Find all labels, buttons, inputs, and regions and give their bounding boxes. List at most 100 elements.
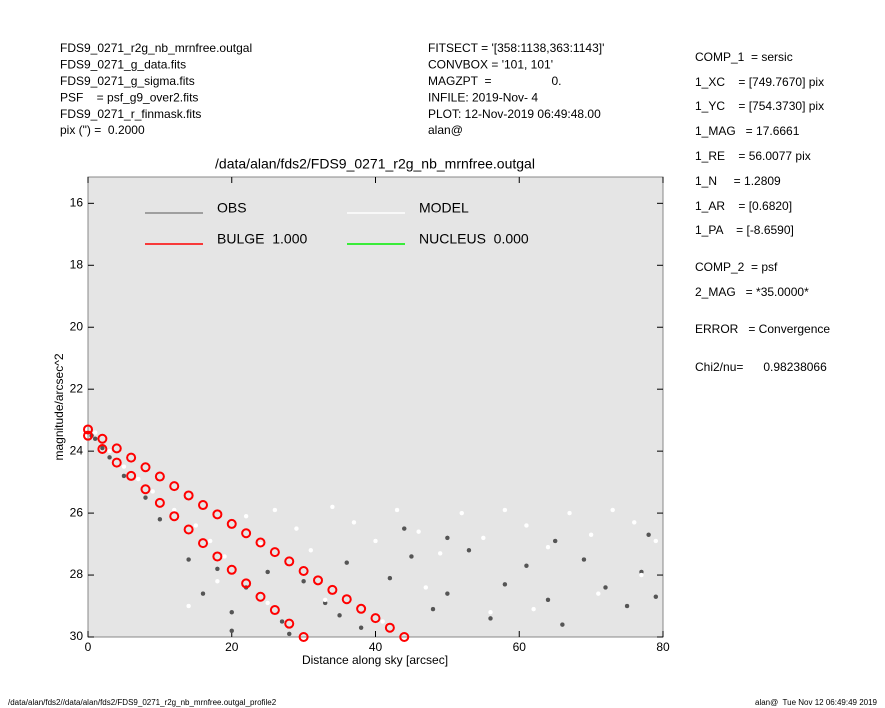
data-point <box>596 591 601 596</box>
data-point <box>488 609 493 615</box>
data-point <box>387 575 393 581</box>
data-point <box>186 603 191 609</box>
data-point <box>445 535 450 541</box>
data-point <box>193 523 199 528</box>
data-point <box>229 609 234 615</box>
data-point <box>552 538 558 544</box>
data-point <box>298 566 309 577</box>
data-point <box>255 537 266 548</box>
header-mid-line: PLOT: 12-Nov-2019 06:49:48.00 <box>428 107 601 121</box>
fit-parameter: COMP_2 = psf <box>695 260 778 274</box>
data-point <box>639 572 644 578</box>
data-point <box>322 597 328 603</box>
data-point <box>298 632 309 642</box>
data-point <box>107 455 112 460</box>
header-left-line: FDS9_0271_r_finmask.fits <box>60 107 201 121</box>
header-mid-line: CONVBOX = '101, 101' <box>428 58 553 72</box>
data-point <box>183 490 194 501</box>
data-point <box>337 613 342 618</box>
y-tick-label: 16 <box>70 196 84 210</box>
header-mid-line: FITSECT = '[358:1138,363:1143]' <box>428 41 604 55</box>
data-point <box>154 497 165 508</box>
data-point <box>111 457 122 468</box>
data-point <box>198 538 208 549</box>
data-point <box>394 507 400 513</box>
data-point <box>624 603 630 609</box>
data-point <box>279 619 285 624</box>
y-tick-label: 24 <box>70 443 84 457</box>
fit-parameter: 1_RE = 56.0077 pix <box>695 149 811 163</box>
fit-parameter: 2_MAG = *35.0000* <box>695 285 809 299</box>
data-point <box>97 433 108 444</box>
data-point <box>222 554 227 559</box>
data-point <box>632 520 637 525</box>
x-tick-label: 40 <box>369 640 383 654</box>
x-tick-label: 0 <box>85 640 92 654</box>
data-point <box>402 526 407 531</box>
data-point <box>215 566 220 572</box>
data-point <box>265 600 270 606</box>
data-point <box>653 594 659 599</box>
data-point <box>183 524 194 535</box>
legend-label: NUCLEUS 0.000 <box>419 231 529 247</box>
data-point <box>241 528 252 539</box>
data-point <box>207 538 213 544</box>
fit-parameter: 1_N = 1.2809 <box>695 174 781 188</box>
data-point <box>157 517 163 522</box>
footer-left: /data/alan/fds2//data/alan/fds2/FDS9_027… <box>8 698 277 707</box>
data-point <box>169 511 180 522</box>
data-point <box>121 464 127 469</box>
data-point <box>198 500 208 511</box>
data-point <box>272 507 278 513</box>
data-point <box>384 622 395 633</box>
legend-label: OBS <box>217 200 247 216</box>
data-point <box>437 551 443 556</box>
header-left-line: PSF = psf_g9_over2.fits <box>60 90 198 104</box>
data-point <box>308 548 314 553</box>
data-point <box>121 473 127 479</box>
data-point <box>560 622 565 627</box>
data-point <box>610 507 615 513</box>
data-point <box>466 548 472 553</box>
y-tick-label: 28 <box>70 567 84 581</box>
header-left-line: FDS9_0271_r2g_nb_mrnfree.outgal <box>60 41 252 55</box>
data-point <box>269 547 280 558</box>
x-tick-label: 60 <box>513 640 527 654</box>
data-point <box>200 591 206 596</box>
y-tick-label: 20 <box>70 319 84 333</box>
data-point <box>265 569 270 575</box>
fit-parameter: COMP_1 = sersic <box>695 50 793 64</box>
data-point <box>284 556 295 567</box>
y-tick-label: 22 <box>70 381 84 395</box>
chart-title: /data/alan/fds2/FDS9_0271_r2g_nb_mrnfree… <box>215 156 535 172</box>
fit-parameter: ERROR = Convergence <box>695 322 830 336</box>
data-point <box>524 563 529 569</box>
data-point <box>588 532 594 538</box>
fit-parameter: 1_YC = [754.3730] pix <box>695 99 824 113</box>
data-point <box>445 591 450 596</box>
data-point <box>140 462 151 473</box>
fit-parameter: 1_PA = [-8.6590] <box>695 223 794 237</box>
data-point <box>136 476 141 482</box>
data-point <box>226 564 237 575</box>
header-mid-line: MAGZPT = 0. <box>428 74 561 88</box>
data-point <box>169 481 180 492</box>
y-axis-label: magnitude/arcsec^2 <box>52 353 66 460</box>
plot-area <box>87 176 664 638</box>
fit-parameter: 1_MAG = 17.6661 <box>695 124 800 138</box>
data-point <box>107 448 112 454</box>
data-point <box>287 631 292 637</box>
data-point <box>243 513 249 519</box>
data-point <box>126 452 137 463</box>
footer-right: alan@ Tue Nov 12 06:49:49 2019 <box>755 698 878 707</box>
y-tick-label: 26 <box>70 505 84 519</box>
data-point <box>83 424 93 435</box>
data-point <box>255 591 266 602</box>
data-point <box>370 613 381 624</box>
legend-label: MODEL <box>419 200 469 216</box>
data-point <box>653 538 659 544</box>
data-point <box>269 605 280 616</box>
fit-parameter: 1_XC = [749.7670] pix <box>695 75 824 89</box>
data-point <box>186 557 191 562</box>
